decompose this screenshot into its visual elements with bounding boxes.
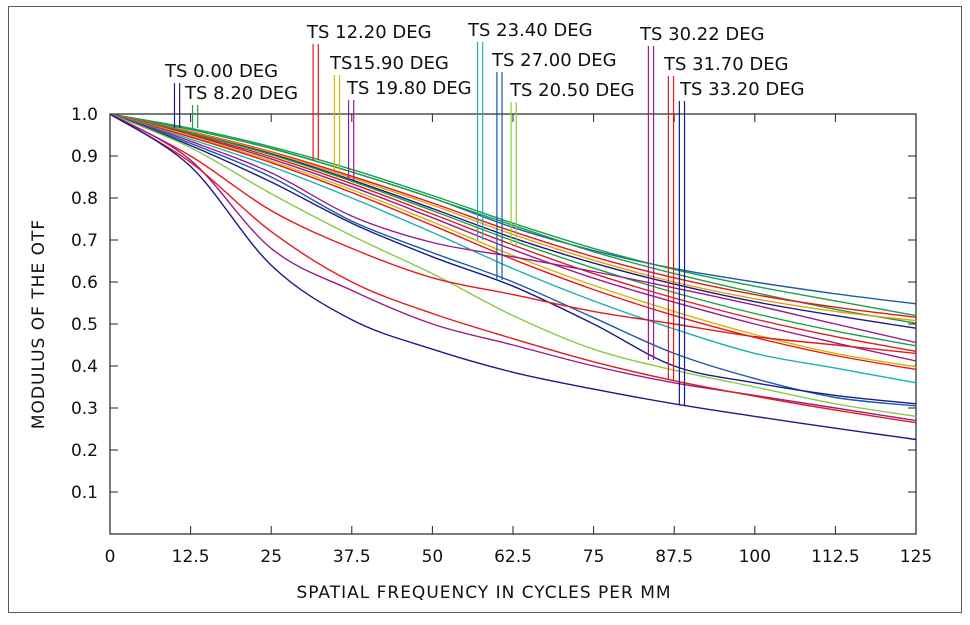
mtf-curve-9 — [109, 113, 917, 362]
field-label: TS 23.40 DEG — [467, 20, 593, 41]
x-axis-title: SPATIAL FREQUENCY IN CYCLES PER MM — [296, 583, 671, 603]
y-tick-label: 0.6 — [71, 273, 98, 293]
y-tick-label: 0.5 — [71, 315, 98, 335]
mtf-curve-10 — [109, 113, 917, 368]
field-label: TS15.90 DEG — [329, 53, 449, 74]
x-tick-label: 112.5 — [811, 547, 860, 567]
mtf-curve-8 — [109, 113, 917, 352]
y-tick-labels: 0.1 0.2 0.3 0.4 0.5 0.6 0.7 0.8 0.9 1.0 — [71, 105, 98, 503]
mtf-curve-14 — [109, 113, 917, 407]
axis-ticks — [109, 113, 917, 534]
mtf-curve-15 — [109, 113, 917, 405]
mtf-curve-13 — [109, 113, 917, 344]
x-tick-label: 100 — [739, 547, 771, 567]
x-tick-label: 25 — [260, 547, 282, 567]
mtf-curve-11 — [109, 113, 917, 371]
y-tick-label: 0.3 — [71, 399, 98, 419]
y-tick-label: 0.4 — [71, 357, 98, 377]
y-tick-label: 0.2 — [71, 441, 98, 461]
x-tick-label: 125 — [900, 547, 932, 567]
y-tick-label: 0.7 — [71, 231, 98, 251]
x-tick-label: 0 — [105, 547, 116, 567]
x-tick-labels: 0 12.5 25 37.5 50 62.5 75 87.5 100 112.5 125 — [105, 547, 933, 567]
y-tick-label: 0.9 — [71, 147, 98, 167]
field-label: TS 27.00 DEG — [491, 50, 617, 71]
field-label: TS 8.20 DEG — [184, 83, 298, 104]
y-axis-title: MODULUS OF THE OTF — [29, 219, 49, 429]
y-tick-label: 0.1 — [71, 483, 98, 503]
mtf-curves — [109, 113, 917, 441]
mtf-curve-2 — [109, 113, 917, 317]
field-label: TS 33.20 DEG — [679, 79, 805, 100]
field-label-leaders — [173, 42, 686, 405]
field-label: TS 20.50 DEG — [509, 80, 635, 101]
field-label: TS 0.00 DEG — [164, 61, 278, 82]
mtf-curve-7 — [109, 113, 917, 347]
plot-area-border — [109, 113, 917, 535]
field-label: TS 12.20 DEG — [306, 22, 432, 43]
x-tick-label: 87.5 — [655, 547, 693, 567]
x-tick-label: 62.5 — [494, 547, 532, 567]
y-tick-label: 0.8 — [71, 189, 98, 209]
field-label: TS 30.22 DEG — [639, 24, 765, 45]
y-tick-label: 1.0 — [71, 105, 98, 125]
mtf-curve-20 — [109, 113, 917, 441]
mtf-curve-12 — [109, 113, 917, 384]
field-label: TS 19.80 DEG — [346, 78, 472, 99]
mtf-curve-16 — [109, 113, 917, 418]
field-label: TS 31.70 DEG — [663, 54, 789, 75]
chart-frame — [8, 6, 962, 613]
mtf-curve-18 — [109, 113, 917, 422]
mtf-curve-3 — [109, 113, 917, 324]
x-tick-label: 50 — [422, 547, 444, 567]
mtf-curve-5 — [109, 113, 917, 322]
x-tick-label: 37.5 — [333, 547, 371, 567]
x-tick-label: 75 — [583, 547, 605, 567]
x-tick-label: 12.5 — [172, 547, 210, 567]
mtf-curve-17 — [109, 113, 917, 355]
mtf-curve-19 — [109, 113, 917, 424]
